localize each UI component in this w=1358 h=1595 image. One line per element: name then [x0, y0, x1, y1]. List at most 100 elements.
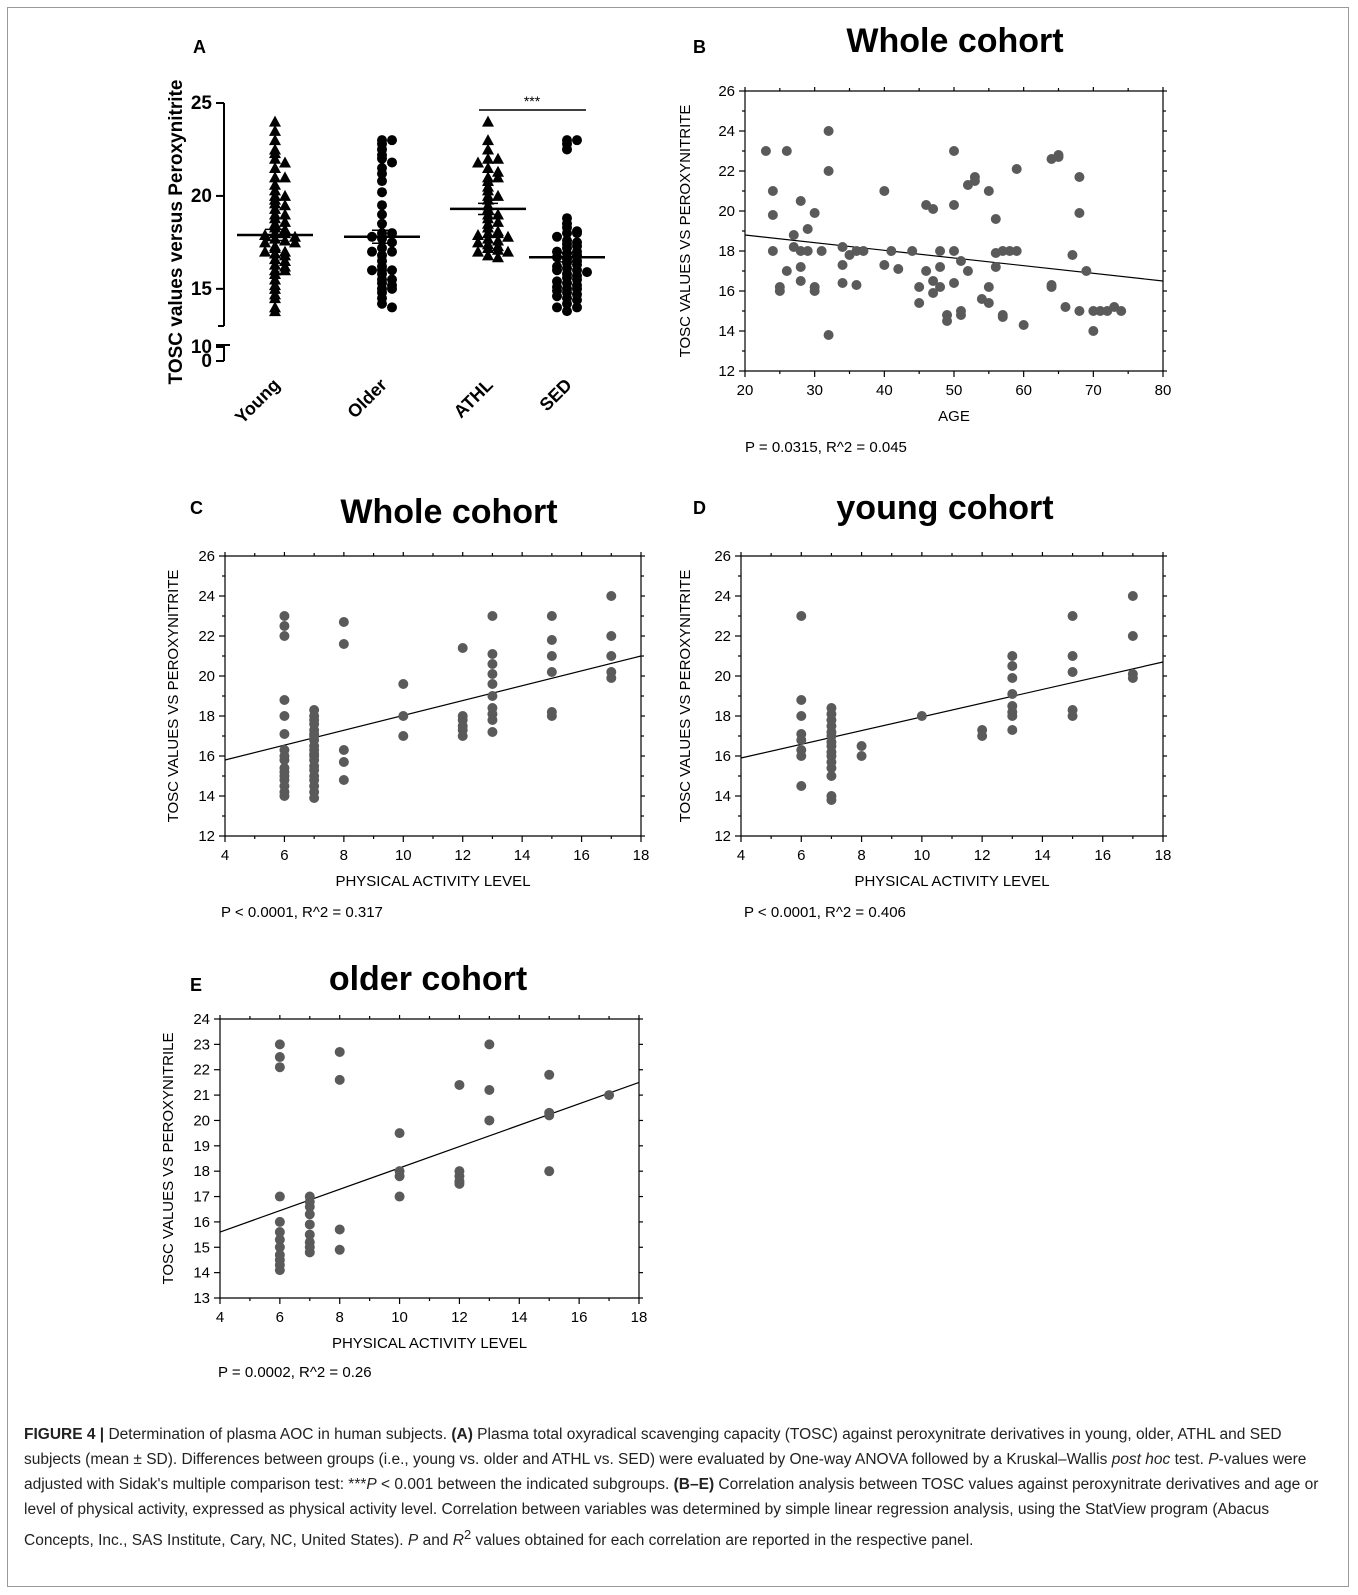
- data-point: [949, 146, 959, 156]
- y-tick-label: 21: [193, 1087, 210, 1104]
- x-tick-label: 10: [391, 1309, 408, 1326]
- data-point-athl: [472, 228, 484, 240]
- y-tick-label: 12: [718, 363, 735, 380]
- data-point: [606, 651, 617, 661]
- data-point: [823, 126, 834, 136]
- significance-label: ***: [524, 93, 541, 109]
- chart-title: young cohort: [836, 489, 1053, 527]
- y-tick-label: 24: [193, 1011, 210, 1028]
- data-point: [1067, 651, 1078, 661]
- x-tick-label: 14: [511, 1309, 528, 1326]
- x-tick-label: 8: [857, 847, 865, 864]
- data-point: [1018, 320, 1029, 330]
- x-tick-label: 80: [1155, 382, 1172, 399]
- data-point: [928, 204, 939, 214]
- x-tick-label-a: Older: [343, 375, 390, 422]
- y-tick-label: 22: [193, 1062, 210, 1079]
- y-axis-label: TOSC VALUES VS PEROXYNITRILE: [160, 1032, 177, 1284]
- data-point: [274, 1039, 285, 1050]
- data-point-athl: [492, 251, 504, 263]
- data-point: [1007, 651, 1018, 661]
- figure-frame: [7, 7, 1349, 1587]
- data-point: [795, 276, 806, 286]
- x-tick-label: 12: [454, 847, 471, 864]
- x-axis-label: PHYSICAL ACTIVITY LEVEL: [335, 873, 530, 890]
- data-point: [796, 781, 807, 791]
- data-point: [279, 791, 290, 801]
- data-point-athl: [482, 249, 494, 261]
- data-point: [816, 246, 827, 256]
- data-point: [767, 210, 778, 220]
- data-point: [279, 729, 290, 739]
- data-point: [487, 659, 498, 669]
- data-point: [826, 795, 837, 805]
- data-point-young: [269, 184, 281, 196]
- data-point: [837, 242, 848, 252]
- stats-annotation: P = 0.0315, R^2 = 0.045: [745, 439, 907, 456]
- y-tick-label: 26: [714, 548, 731, 565]
- data-point-young: [269, 202, 281, 214]
- data-point-sed: [562, 228, 572, 239]
- caption-text: Correlation analysis between TOSC values…: [24, 1476, 1319, 1550]
- data-point-older: [377, 168, 387, 179]
- x-tick-label: 60: [1015, 382, 1032, 399]
- data-point: [1007, 689, 1018, 699]
- y-tick-label: 24: [718, 123, 735, 140]
- data-point: [338, 617, 349, 627]
- data-point: [795, 246, 806, 256]
- data-point: [796, 735, 807, 745]
- data-point: [487, 679, 498, 689]
- chart-title: older cohort: [329, 960, 527, 998]
- data-point: [309, 793, 320, 803]
- data-point: [454, 1178, 465, 1189]
- x-tick-label-a: SED: [536, 375, 576, 415]
- data-point-older: [377, 187, 387, 198]
- data-point-athl: [482, 175, 494, 187]
- data-point: [1011, 164, 1022, 174]
- y-tick-label-a: 15: [191, 279, 213, 300]
- data-point: [823, 166, 834, 176]
- y-tick-label: 13: [193, 1290, 210, 1307]
- data-point: [916, 711, 927, 721]
- data-point: [1067, 611, 1078, 621]
- data-point: [1088, 326, 1099, 336]
- data-point-young: [269, 178, 281, 190]
- data-point-athl: [482, 152, 494, 164]
- data-point-sed: [552, 302, 562, 313]
- data-point: [826, 771, 837, 781]
- data-point-older: [387, 302, 397, 313]
- x-axis-label: PHYSICAL ACTIVITY LEVEL: [854, 873, 1049, 890]
- data-point: [279, 631, 290, 641]
- data-point-young: [269, 292, 281, 304]
- data-point: [606, 631, 617, 641]
- data-point: [274, 1242, 285, 1253]
- y-tick-label: 24: [714, 588, 731, 605]
- data-point: [1007, 673, 1018, 683]
- data-point-athl: [492, 189, 504, 201]
- data-point: [334, 1074, 345, 1085]
- caption-italic: P: [407, 1532, 419, 1550]
- data-point: [802, 224, 813, 234]
- x-tick-label: 70: [1085, 382, 1102, 399]
- caption-superscript: 2: [463, 1527, 472, 1542]
- data-point: [1007, 711, 1018, 721]
- caption-italic: R: [452, 1532, 464, 1550]
- caption-text: Determination of plasma AOC in human sub…: [104, 1426, 452, 1443]
- caption-text: and: [418, 1532, 453, 1550]
- data-point-young: [279, 171, 291, 183]
- panel-label-d: D: [693, 498, 706, 518]
- data-point: [856, 751, 867, 761]
- data-point-athl: [492, 165, 504, 177]
- data-point: [487, 715, 498, 725]
- data-point: [279, 611, 290, 621]
- panel-label-a: A: [193, 37, 206, 57]
- x-tick-label: 4: [216, 1309, 224, 1326]
- data-point: [546, 667, 557, 677]
- data-point: [398, 711, 409, 721]
- data-point-sed: [562, 306, 572, 317]
- data-point: [1067, 711, 1078, 721]
- y-tick-label: 22: [714, 628, 731, 645]
- data-point-young: [269, 124, 281, 136]
- y-tick-label: 24: [198, 588, 215, 605]
- data-point: [760, 146, 771, 156]
